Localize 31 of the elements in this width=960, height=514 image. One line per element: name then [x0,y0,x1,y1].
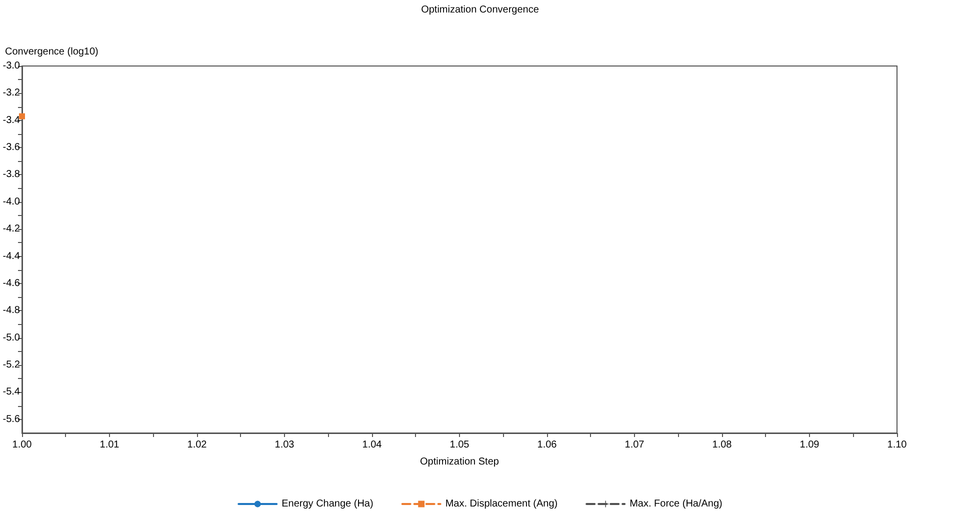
x-tick-label: 1.02 [187,440,208,450]
legend-label: Max. Displacement (Ang) [445,498,558,510]
x-tick-label: 1.10 [887,440,908,450]
y-tick-label: -4.4 [2,250,20,262]
x-tick-label: 1.00 [12,440,32,450]
x-tick-label: 1.03 [274,440,295,450]
y-tick-label: -5.0 [2,332,20,344]
x-tick-label: 1.09 [800,440,820,450]
chart-title: Optimization Convergence [421,4,540,16]
y-tick-label: -3.8 [2,169,20,180]
x-tick-label: 1.06 [537,440,558,450]
y-tick-label: -3.0 [2,60,20,72]
x-tick-label: 1.05 [450,440,470,450]
y-tick-label: -4.2 [2,224,20,235]
x-tick-label: 1.08 [712,440,732,450]
x-tick-label: 1.01 [100,440,120,450]
y-tick-label: -5.4 [2,386,20,398]
y-tick-label: -4.0 [2,196,20,208]
y-axis-title: Convergence (log10) [5,46,98,58]
y-tick-label: -3.2 [2,88,20,99]
legend-label: Energy Change (Ha) [282,498,374,510]
y-tick-label: -5.6 [2,414,20,425]
x-tick-label: 1.04 [362,440,382,450]
y-tick-label: -3.6 [2,142,20,154]
legend-label: Max. Force (Ha/Ang) [630,498,722,510]
y-tick-label: -4.6 [2,278,20,289]
y-tick-label: -5.2 [2,360,20,371]
x-axis-title: Optimization Step [420,456,500,468]
x-tick-label: 1.07 [624,440,645,450]
y-tick-label: -3.4 [2,114,20,126]
y-tick-label: -4.8 [2,305,20,316]
